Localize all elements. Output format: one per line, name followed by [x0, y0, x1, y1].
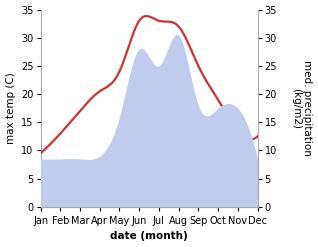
X-axis label: date (month): date (month) — [110, 231, 188, 242]
Y-axis label: med. precipitation
(kg/m2): med. precipitation (kg/m2) — [291, 60, 313, 156]
Y-axis label: max temp (C): max temp (C) — [5, 72, 16, 144]
